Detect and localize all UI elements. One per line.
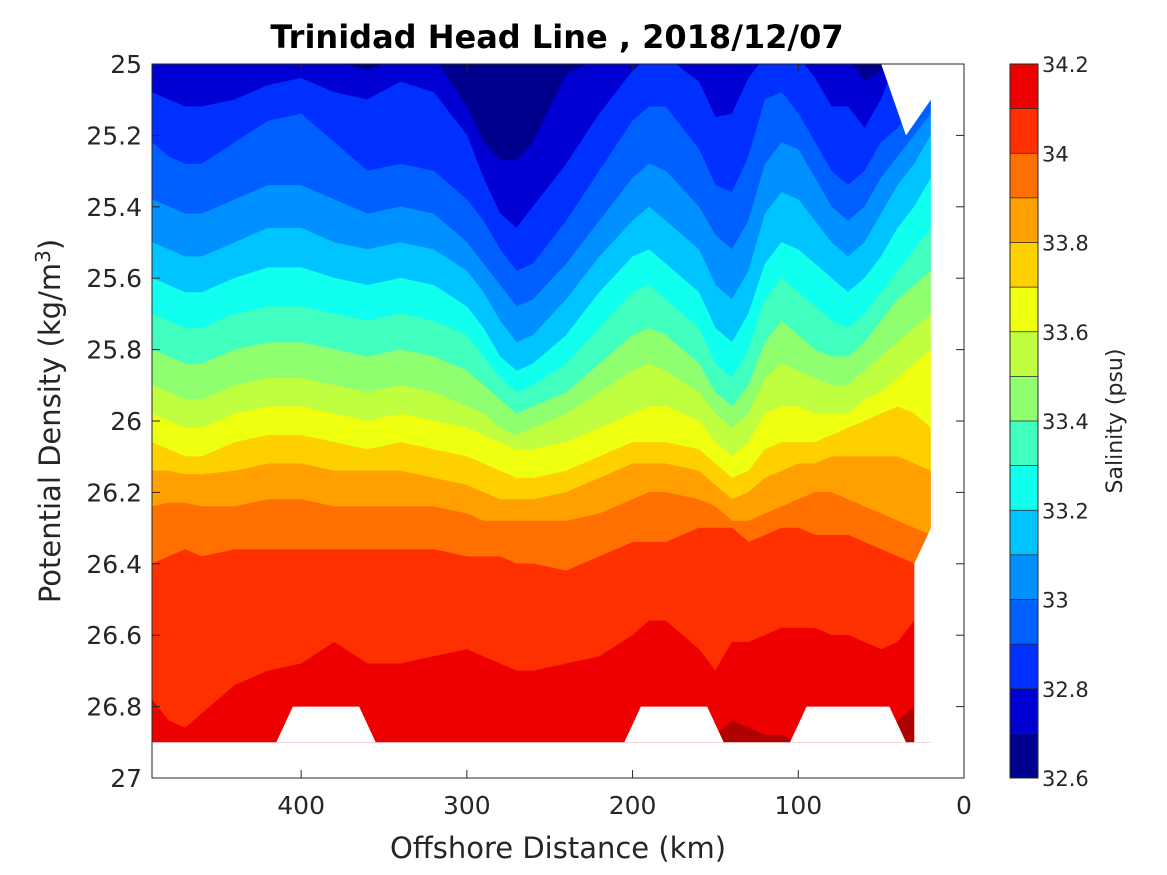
colorbar-swatch-33.5 [1010, 331, 1038, 377]
x-tick-label: 0 [956, 791, 972, 820]
y-axis-label-superscript: 3 [31, 250, 55, 263]
y-axis: 25 25.2 25.4 25.6 25.8 26 26.2 26.4 26.6 26.8 27 [86, 50, 964, 793]
seafloor-gap [276, 706, 376, 743]
y-tick-label: 25.4 [86, 193, 142, 222]
y-tick-label: 26.4 [86, 550, 142, 579]
y-tick-label: 26.8 [86, 693, 142, 722]
colorbar-swatch-33.3 [1010, 421, 1038, 466]
seafloor-gap [790, 706, 906, 743]
colorbar-tick-label: 33 [1042, 589, 1069, 613]
y-tick-label: 25 [110, 50, 142, 79]
x-tick-label: 200 [609, 791, 657, 820]
y-axis-label: Potential Density (kg/m3) [31, 239, 67, 603]
colorbar-tick-label: 32.8 [1042, 678, 1089, 702]
colorbar-tick-label: 33.8 [1042, 232, 1089, 256]
colorbar-tick-label: 33.2 [1042, 499, 1089, 523]
colorbar-tick-label: 34.2 [1042, 53, 1089, 77]
colorbar-swatch-33.2 [1010, 465, 1038, 511]
y-tick-label: 26.6 [86, 621, 142, 650]
bottom-no-data [152, 742, 964, 778]
colorbar-tick-label: 33.6 [1042, 321, 1089, 345]
colorbar-tick-label: 33.4 [1042, 410, 1089, 434]
colorbar-swatch-33.6 [1010, 287, 1038, 332]
colorbar-swatch-33.4 [1010, 376, 1038, 421]
y-axis-label-close: ) [33, 239, 67, 250]
colorbar-swatch-33.9 [1010, 153, 1038, 198]
colorbar-swatch-34 [1010, 108, 1038, 154]
x-axis: 400 300 200 100 0 [277, 64, 972, 820]
seafloor-gap [624, 706, 724, 743]
y-tick-label: 26.2 [86, 478, 142, 507]
colorbar-swatch-32.6 [1010, 733, 1038, 778]
y-tick-label: 25.2 [86, 121, 142, 150]
x-tick-label: 100 [774, 791, 822, 820]
y-tick-label: 27 [110, 764, 142, 793]
colorbar-swatch-33 [1010, 554, 1038, 600]
colorbar-swatch-32.7 [1010, 688, 1038, 734]
colorbar-swatch-33.8 [1010, 197, 1038, 243]
colorbar: 32.6 32.8 33 33.2 33.4 33.6 33.8 34 34.2 [1009, 53, 1089, 791]
colorbar-frame [1009, 63, 1039, 779]
y-tick-label: 25.8 [86, 336, 142, 365]
contour-fill-layer [152, 64, 932, 778]
colorbar-swatch-32.9 [1010, 599, 1038, 645]
y-tick-label: 26 [110, 407, 142, 436]
y-tick-label: 25.6 [86, 264, 142, 293]
chart-title: Trinidad Head Line , 2018/12/07 [270, 18, 843, 56]
colorbar-tick-label: 32.6 [1042, 767, 1089, 791]
colorbar-swatch-33.7 [1010, 242, 1038, 288]
x-tick-label: 400 [277, 791, 325, 820]
colorbar-swatch-32.8 [1010, 644, 1038, 689]
x-tick-label: 300 [443, 791, 491, 820]
colorbar-tick-label: 34 [1042, 142, 1069, 166]
colorbar-swatch-33.1 [1010, 510, 1038, 555]
colorbar-label: Salinity (psu) [1103, 349, 1128, 494]
y-axis-label-main: Potential Density (kg/m [33, 263, 67, 603]
x-axis-label: Offshore Distance (km) [390, 831, 726, 865]
colorbar-swatch-34.1 [1010, 64, 1038, 109]
